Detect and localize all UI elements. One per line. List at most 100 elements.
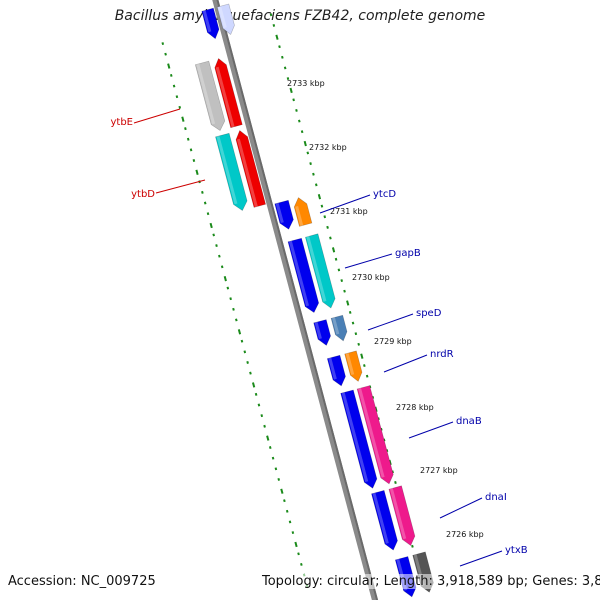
- accession-text: Accession: NC_009725: [8, 574, 156, 589]
- outer-tick: [351, 321, 355, 325]
- inner-tick: [172, 84, 176, 88]
- cds-gapB-blue: [287, 237, 320, 313]
- cds-top-faint-highlight: [218, 6, 227, 29]
- cds-speD-highlight: [332, 317, 340, 335]
- inner-tick: [232, 307, 235, 311]
- inner-tick: [164, 52, 167, 56]
- inner-tick: [240, 339, 244, 343]
- outer-tick: [365, 374, 369, 378]
- outer-tick: [360, 353, 364, 359]
- gene-leader-line: [459, 550, 503, 567]
- scale-label: 2732 kbp: [309, 143, 347, 152]
- inner-tick: [178, 105, 182, 109]
- outer-tick: [309, 162, 312, 166]
- outer-tick: [300, 130, 304, 134]
- outer-tick: [411, 544, 414, 548]
- outer-tick: [283, 66, 287, 70]
- cds-gapB-highlight: [306, 236, 327, 302]
- gene-label: ytbD: [131, 189, 155, 200]
- outer-tick: [314, 183, 318, 187]
- gene-label: ytbE: [110, 117, 133, 128]
- outer-tick: [388, 459, 392, 466]
- inner-tick: [274, 467, 278, 471]
- gene-label: speD: [416, 308, 442, 319]
- inner-tick: [209, 222, 213, 229]
- cds-cyan: [215, 132, 248, 211]
- inner-tick: [206, 212, 210, 216]
- cds-grey-highlight: [196, 63, 216, 125]
- cds-top-faint: [216, 3, 235, 35]
- inner-tick: [288, 520, 292, 524]
- gene-leader-line: [408, 421, 454, 439]
- inner-tick: [300, 562, 303, 566]
- gene-leader-line: [344, 253, 393, 269]
- cds-orange: [293, 197, 313, 227]
- inner-tick: [268, 446, 272, 449]
- cds-gapB: [305, 233, 336, 309]
- inner-tick: [277, 477, 281, 481]
- cds-dnaI-blue-highlight: [372, 492, 389, 544]
- outer-tick: [312, 172, 315, 176]
- outer-tick: [286, 77, 290, 81]
- gene-label: ytcD: [373, 189, 396, 200]
- inner-tick: [201, 190, 204, 194]
- cds-nrdR-blue: [326, 354, 346, 387]
- scale-label: 2726 kbp: [446, 530, 484, 539]
- outer-tick: [354, 332, 358, 336]
- inner-tick: [285, 509, 289, 513]
- cds-dnaB-blue: [340, 389, 378, 489]
- gene-label: dnaB: [456, 416, 482, 427]
- outer-tick: [320, 204, 324, 208]
- outer-tick: [295, 108, 298, 112]
- inner-tick: [280, 488, 284, 494]
- outer-tick: [343, 289, 346, 293]
- outer-tick: [340, 279, 344, 282]
- cds-speD-blue-highlight: [314, 321, 322, 340]
- outer-tick: [391, 470, 394, 474]
- outer-tick: [269, 13, 273, 17]
- outer-tick: [331, 247, 336, 253]
- outer-tick: [272, 23, 276, 27]
- inner-tick: [186, 137, 190, 141]
- cds-speD-blue: [313, 319, 331, 346]
- outer-tick: [317, 194, 322, 200]
- cds-speD: [330, 314, 348, 342]
- backbone-shade: [216, 0, 379, 600]
- inner-tick: [184, 127, 187, 131]
- scale-label: 2727 kbp: [420, 466, 458, 475]
- outer-tick: [385, 449, 389, 453]
- inner-tick: [283, 499, 286, 503]
- inner-tick: [243, 350, 247, 354]
- scale-label: 2731 kbp: [330, 207, 368, 216]
- inner-tick: [189, 148, 193, 152]
- cds-ytbD: [235, 130, 266, 208]
- feature-track: [194, 3, 434, 598]
- inner-tick: [167, 63, 171, 69]
- inner-tick: [218, 254, 221, 258]
- cds-ytcD-highlight: [275, 202, 284, 223]
- outer-tick: [292, 98, 295, 102]
- cds-dnaB: [356, 385, 394, 485]
- outer-tick: [278, 45, 281, 49]
- scale-label: 2733 kbp: [287, 79, 325, 88]
- cds-dnaB-highlight: [358, 387, 385, 478]
- outer-tick: [303, 140, 307, 147]
- outer-tick: [275, 34, 279, 40]
- inner-tick: [251, 382, 256, 388]
- inner-tick: [260, 414, 264, 418]
- cds-ytbE-highlight: [215, 66, 235, 128]
- outer-tick: [363, 364, 366, 368]
- outer-tick: [306, 151, 310, 155]
- outer-tick: [298, 119, 301, 123]
- inner-tick: [263, 424, 266, 428]
- outer-tick: [348, 310, 352, 314]
- cds-dnaB-blue-highlight: [341, 392, 369, 482]
- outer-tick: [357, 342, 360, 346]
- cds-nrdR-highlight: [345, 353, 355, 375]
- cds-ytbD-highlight: [236, 138, 258, 208]
- inner-tick: [266, 435, 270, 441]
- outer-tick: [329, 236, 332, 240]
- cds-dnaI-highlight: [389, 488, 407, 540]
- inner-tick: [291, 531, 295, 535]
